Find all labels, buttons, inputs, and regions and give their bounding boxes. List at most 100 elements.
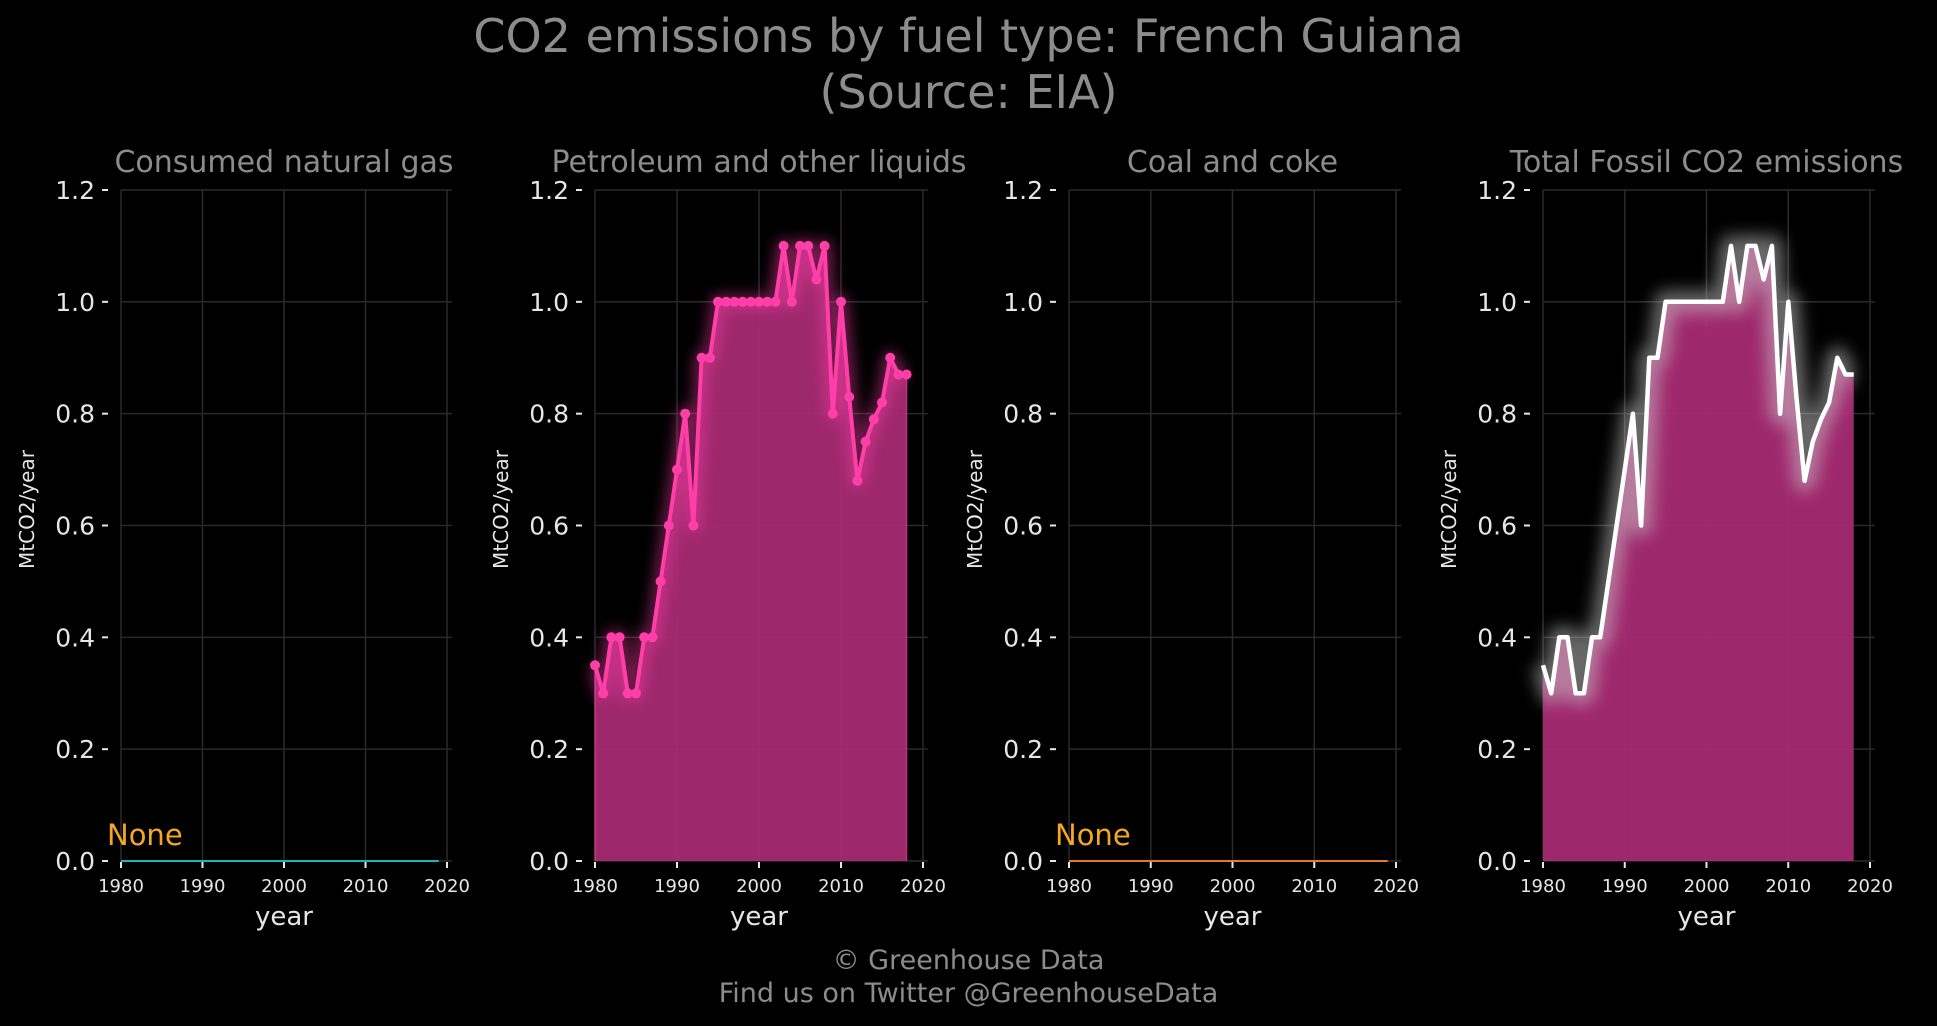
panel-petroleum-and-other-liquids-ytick-label-1-0: 1.0 <box>529 288 569 317</box>
panel-coal-and-coke-xtick-label-2000: 2000 <box>1210 876 1256 897</box>
panel-petroleum-and-other-liquids-point-2008 <box>819 240 830 251</box>
panel-petroleum-and-other-liquids-point-1988 <box>655 576 666 587</box>
panel-petroleum-and-other-liquids-point-1982 <box>606 632 617 643</box>
panel-petroleum-and-other-liquids-point-1987 <box>647 632 658 643</box>
panel-petroleum-and-other-liquids-xtick-label-1990: 1990 <box>654 876 700 897</box>
panel-coal-and-coke-ytick-label-0-2: 0.2 <box>1003 735 1043 764</box>
panel-total-fossil-co2-emissions-series-area <box>1543 245 1854 861</box>
footer-twitter: Find us on Twitter @GreenhouseData <box>718 978 1219 1009</box>
panel-consumed-natural-gas-annotation: None <box>107 818 183 852</box>
panel-consumed-natural-gas-xtick-label-2000: 2000 <box>261 876 307 897</box>
panel-petroleum-and-other-liquids-point-1980 <box>590 660 600 671</box>
panel-consumed-natural-gas-ytick-label-0-0: 0.0 <box>55 847 95 876</box>
figure-title-line1: CO2 emissions by fuel type: French Guian… <box>473 9 1464 63</box>
panel-petroleum-and-other-liquids-point-2012 <box>852 475 863 486</box>
panel-petroleum-and-other-liquids-series-area <box>595 245 907 861</box>
panel-petroleum-and-other-liquids-point-2010 <box>836 296 846 307</box>
panel-coal-and-coke-ylabel: MtCO2/year <box>963 449 987 569</box>
panel-coal-and-coke-xtick-label-1990: 1990 <box>1128 876 1174 897</box>
panel-petroleum-and-other-liquids-point-2002 <box>770 296 781 307</box>
panel-total-fossil-co2-emissions-ytick-label-0-8: 0.8 <box>1477 400 1517 429</box>
panel-total-fossil-co2-emissions-ytick-label-1-2: 1.2 <box>1477 176 1517 205</box>
panel-petroleum-and-other-liquids-point-1989 <box>663 520 674 531</box>
panel-petroleum-and-other-liquids-point-2007 <box>811 274 822 285</box>
panel-petroleum-and-other-liquids: Petroleum and other liquids 0.0 0.2 0.4 0.6 0… <box>489 145 967 932</box>
panel-coal-and-coke-ytick-label-0-8: 0.8 <box>1003 400 1043 429</box>
panel-coal-and-coke-ytick-label-0-6: 0.6 <box>1003 512 1043 541</box>
panel-petroleum-and-other-liquids-ylabel: MtCO2/year <box>489 449 513 569</box>
panel-petroleum-and-other-liquids-point-2005 <box>795 240 805 251</box>
panel-coal-and-coke-ytick-label-0-0: 0.0 <box>1003 847 1043 876</box>
panel-coal-and-coke-ytick-label-1-0: 1.0 <box>1003 288 1043 317</box>
panel-consumed-natural-gas: Consumed natural gas None 0.0 0.2 0.4 0.6 0.8 1… <box>15 145 470 932</box>
panel-petroleum-and-other-liquids-point-2009 <box>827 408 838 419</box>
panel-petroleum-and-other-liquids-point-1993 <box>696 352 707 363</box>
panel-petroleum-and-other-liquids-point-1981 <box>598 688 609 699</box>
panel-petroleum-and-other-liquids-point-1994 <box>704 352 715 363</box>
panel-petroleum-and-other-liquids-point-2016 <box>885 352 896 363</box>
panel-total-fossil-co2-emissions-xtick-label-2000: 2000 <box>1684 876 1730 897</box>
panel-total-fossil-co2-emissions-xtick-label-2010: 2010 <box>1765 876 1811 897</box>
panel-total-fossil-co2-emissions-xtick-label-1990: 1990 <box>1602 876 1648 897</box>
panel-petroleum-and-other-liquids-ytick-label-0-2: 0.2 <box>529 735 569 764</box>
panel-total-fossil-co2-emissions-ytick-label-0-4: 0.4 <box>1477 623 1517 652</box>
panel-consumed-natural-gas-title: Consumed natural gas <box>114 145 453 180</box>
panel-petroleum-and-other-liquids-point-1983 <box>614 632 625 643</box>
panel-petroleum-and-other-liquids-xtick-label-2020: 2020 <box>900 876 946 897</box>
panel-petroleum-and-other-liquids-point-1986 <box>639 632 650 643</box>
figure-title: CO2 emissions by fuel type: French Guian… <box>0 8 1937 120</box>
panel-petroleum-and-other-liquids-point-1996 <box>721 296 732 307</box>
panel-petroleum-and-other-liquids-ytick-label-0-4: 0.4 <box>529 623 569 652</box>
panel-coal-and-coke-xtick-label-2020: 2020 <box>1373 876 1419 897</box>
panel-petroleum-and-other-liquids-point-2017 <box>893 369 904 380</box>
panel-coal-and-coke-annotation: None <box>1055 818 1131 852</box>
panel-consumed-natural-gas-ylabel: MtCO2/year <box>15 449 39 569</box>
panel-total-fossil-co2-emissions-xtick-label-1980: 1980 <box>1520 876 1566 897</box>
panel-petroleum-and-other-liquids-point-1990 <box>672 464 682 475</box>
panel-total-fossil-co2-emissions-xtick-label-2020: 2020 <box>1847 876 1893 897</box>
panel-coal-and-coke-xlabel: year <box>1203 902 1261 932</box>
panel-petroleum-and-other-liquids-point-2003 <box>778 240 789 251</box>
panel-total-fossil-co2-emissions-title: Total Fossil CO2 emissions <box>1509 145 1903 180</box>
panel-consumed-natural-gas-ytick-label-1-2: 1.2 <box>55 176 95 205</box>
panel-total-fossil-co2-emissions-ylabel: MtCO2/year <box>1437 449 1461 569</box>
panel-total-fossil-co2-emissions: Total Fossil CO2 emissions 0.0 0.2 0.4 0.6 0.… <box>1437 145 1903 932</box>
panel-petroleum-and-other-liquids-point-2000 <box>754 296 764 307</box>
panel-petroleum-and-other-liquids-point-1992 <box>688 520 699 531</box>
panel-petroleum-and-other-liquids-point-1995 <box>713 296 723 307</box>
panel-petroleum-and-other-liquids-point-1984 <box>622 688 633 699</box>
panel-coal-and-coke-ytick-label-1-2: 1.2 <box>1003 176 1043 205</box>
panel-petroleum-and-other-liquids-point-1991 <box>680 408 691 419</box>
panel-petroleum-and-other-liquids-xlabel: year <box>730 902 788 932</box>
panel-petroleum-and-other-liquids-point-2015 <box>877 397 887 408</box>
panel-consumed-natural-gas-ytick-label-0-6: 0.6 <box>55 512 95 541</box>
panel-consumed-natural-gas-ytick-label-0-2: 0.2 <box>55 735 95 764</box>
panel-coal-and-coke-ytick-label-0-4: 0.4 <box>1003 623 1043 652</box>
panel-petroleum-and-other-liquids-ytick-label-1-2: 1.2 <box>529 176 569 205</box>
panel-consumed-natural-gas-ytick-label-1-0: 1.0 <box>55 288 95 317</box>
panel-petroleum-and-other-liquids-title: Petroleum and other liquids <box>551 145 966 180</box>
panel-coal-and-coke-xtick-label-1980: 1980 <box>1046 876 1092 897</box>
panel-petroleum-and-other-liquids-ytick-label-0-8: 0.8 <box>529 400 569 429</box>
panel-consumed-natural-gas-xtick-label-2010: 2010 <box>343 876 389 897</box>
panel-petroleum-and-other-liquids-point-1999 <box>745 296 756 307</box>
panel-petroleum-and-other-liquids-point-1998 <box>737 296 748 307</box>
panel-petroleum-and-other-liquids-point-2013 <box>860 436 871 447</box>
panel-petroleum-and-other-liquids-point-2006 <box>803 240 814 251</box>
panel-total-fossil-co2-emissions-ytick-label-1-0: 1.0 <box>1477 288 1517 317</box>
panel-petroleum-and-other-liquids-ytick-label-0-6: 0.6 <box>529 512 569 541</box>
panel-petroleum-and-other-liquids-point-1997 <box>729 296 740 307</box>
panel-total-fossil-co2-emissions-ytick-label-0-6: 0.6 <box>1477 512 1517 541</box>
panel-petroleum-and-other-liquids-point-2011 <box>844 391 855 402</box>
panel-consumed-natural-gas-xtick-label-1990: 1990 <box>180 876 226 897</box>
panel-consumed-natural-gas-xtick-label-1980: 1980 <box>98 876 144 897</box>
panel-coal-and-coke: Coal and coke None 0.0 0.2 0.4 0.6 0.8 1.0 1.2 19… <box>963 145 1419 932</box>
panel-consumed-natural-gas-xlabel: year <box>255 902 313 932</box>
panel-petroleum-and-other-liquids-xtick-label-2010: 2010 <box>818 876 864 897</box>
panel-consumed-natural-gas-xtick-label-2020: 2020 <box>424 876 470 897</box>
footer-copyright: © Greenhouse Data <box>832 945 1105 976</box>
panel-petroleum-and-other-liquids-point-2001 <box>762 296 773 307</box>
panel-total-fossil-co2-emissions-xlabel: year <box>1677 902 1735 932</box>
panel-coal-and-coke-xtick-label-2010: 2010 <box>1291 876 1337 897</box>
